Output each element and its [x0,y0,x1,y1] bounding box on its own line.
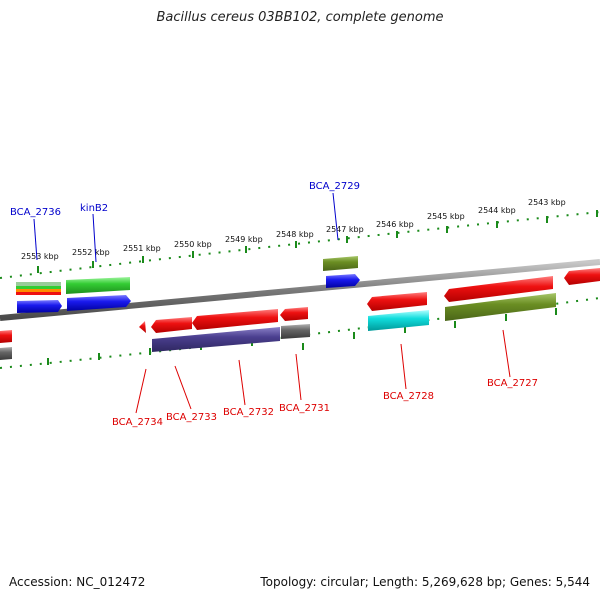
tick-label: 2547 kbp [326,225,364,234]
cds-gray-block [0,347,12,360]
genome-backbone [0,259,600,321]
cds-blue-arrow [67,295,131,311]
gene-label-forward: kinB2 [80,203,108,214]
tick-label: 2543 kbp [528,198,566,207]
cds-green-arrow [66,277,130,294]
accession-label: Accession: NC_012472 [9,575,146,589]
cds-red-arrow [444,276,553,302]
tick-label: 2550 kbp [174,240,212,249]
cds-olive-block [445,293,556,321]
gene-label-reverse: BCA_2731 [279,403,330,414]
reverse-leaders [135,329,511,414]
outer-tick-arc [0,211,600,279]
gene-label-forward: BCA_2729 [309,181,360,192]
genome-title: Bacillus cereus 03BB102, complete genome [156,10,444,25]
cds-blue-arrow [17,300,62,313]
gene-label-reverse: BCA_2728 [383,391,434,402]
cds-red-arrow [0,330,12,343]
tick-label: 2552 kbp [72,248,110,257]
tick-label: 2549 kbp [225,235,263,244]
tick-label: 2551 kbp [123,244,161,253]
cds-red-arrow [280,307,308,321]
cds-green-stack [16,286,61,289]
cds-red-arrow [139,321,146,333]
gene-label-reverse: BCA_2732 [223,407,274,418]
cds-purple-block [152,327,280,352]
cds-red-arrow [367,292,427,311]
gene-label-reverse: BCA_2734 [112,417,163,428]
tick-label: 2546 kbp [376,220,414,229]
cds-red-arrow [192,309,278,330]
cds-orange-stack [16,289,61,292]
cds-olive-arrow [323,256,358,271]
gene-label-forward: BCA_2736 [10,207,61,218]
gene-label-reverse: BCA_2727 [487,378,538,389]
cds-red-arrow [564,268,600,285]
topology-label: Topology: circular; Length: 5,269,628 bp… [260,575,590,589]
gene-label-reverse: BCA_2733 [166,412,217,423]
cds-cyan-block [368,310,429,331]
cds-red-arrow [151,317,192,333]
tick-label: 2548 kbp [276,230,314,239]
forward-features [16,256,600,313]
forward-leaders [33,192,339,263]
cds-blue-arrow [326,274,360,288]
cds-red-stack [16,292,61,295]
tick-label: 2553 kbp [21,252,59,261]
reverse-features [0,293,556,360]
outer-major-ticks [37,210,598,273]
tick-label: 2545 kbp [427,212,465,221]
cds-green-stack [16,282,61,286]
tick-label: 2544 kbp [478,206,516,215]
cds-gray-block [281,324,310,339]
